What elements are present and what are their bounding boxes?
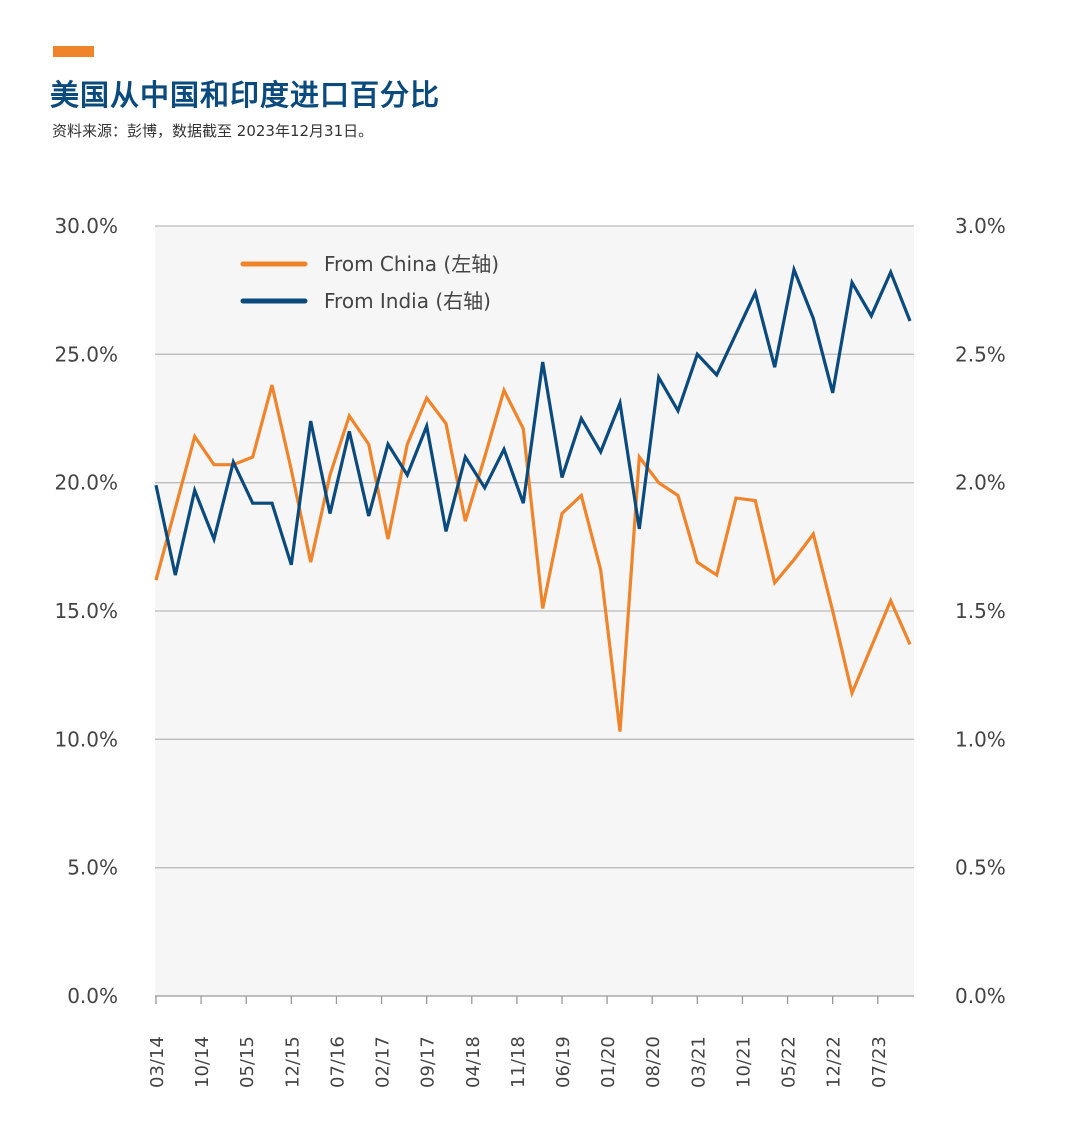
right-axis-tick-label: 2.5%: [955, 342, 1006, 366]
x-axis-tick-label: 08/20: [643, 1036, 664, 1088]
x-axis-tick-label: 05/15: [237, 1036, 258, 1088]
x-axis-tick-label: 07/16: [327, 1036, 348, 1088]
x-axis-tick-label: 05/22: [779, 1036, 800, 1088]
chart-source-note: 资料来源：彭博，数据截至 2023年12月31日。: [52, 122, 374, 140]
india-series-line: [154, 263, 912, 576]
left-axis-tick-label: 15.0%: [54, 599, 118, 623]
left-axis-tick-label: 5.0%: [67, 856, 118, 880]
x-axis-tick-label: 10/14: [192, 1036, 213, 1088]
right-axis-tick-label: 1.0%: [955, 727, 1006, 751]
right-axis-tick-label: 1.5%: [955, 599, 1006, 623]
left-axis-tick-label: 10.0%: [54, 727, 118, 751]
china-series-line: [154, 384, 912, 732]
left-axis-tick-label: 20.0%: [54, 471, 118, 495]
x-axis-tick-label: 03/21: [688, 1036, 709, 1088]
x-axis-tick-label: 07/23: [869, 1036, 890, 1088]
x-axis-tick-label: 09/17: [418, 1036, 439, 1088]
x-axis-tick-label: 11/18: [508, 1036, 529, 1088]
right-axis-tick-label: 3.0%: [955, 214, 1006, 238]
x-axis-tick-label: 04/18: [463, 1036, 484, 1088]
chart-title: 美国从中国和印度进口百分比: [50, 78, 441, 112]
right-axis-tick-label: 2.0%: [955, 471, 1006, 495]
x-axis-tick-label: 12/22: [824, 1036, 845, 1088]
left-axis-tick-label: 0.0%: [67, 984, 118, 1008]
legend-label: From China (左轴): [324, 252, 499, 276]
right-axis-tick-label: 0.5%: [955, 856, 1006, 880]
x-axis-tick-label: 12/15: [282, 1036, 303, 1088]
right-axis-tick-label: 0.0%: [955, 984, 1006, 1008]
x-axis-tick-label: 06/19: [553, 1036, 574, 1088]
x-axis-tick-label: 02/17: [373, 1036, 394, 1088]
accent-bar: [53, 46, 94, 57]
x-axis-tick-label: 03/14: [147, 1036, 168, 1088]
left-axis-tick-label: 30.0%: [54, 214, 118, 238]
x-axis-tick-label: 10/21: [733, 1036, 754, 1088]
x-axis-tick-label: 01/20: [598, 1036, 619, 1088]
legend-label: From India (右轴): [324, 289, 491, 313]
left-axis-tick-label: 25.0%: [54, 342, 118, 366]
